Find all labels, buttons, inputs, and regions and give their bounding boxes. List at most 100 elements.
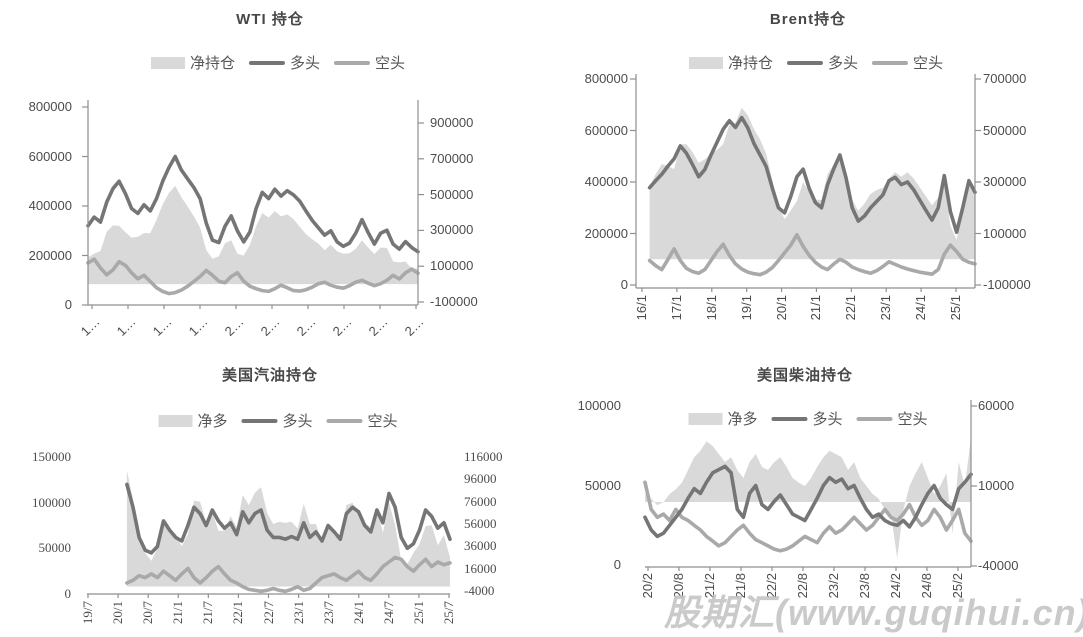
diesel-legend-long: 多头: [771, 408, 843, 429]
gasoline-x-axis-tick: 24/1: [350, 601, 366, 625]
long-line-swatch-icon: [248, 60, 285, 65]
gasoline-left-axis-tick: 50000: [38, 540, 72, 556]
gasoline-legend-net: 净多: [158, 410, 227, 431]
diesel-legend: 净多 多头 空头: [688, 408, 928, 429]
long-line-swatch-icon: [786, 60, 823, 65]
gasoline-x-axis-tick: 22/7: [260, 601, 276, 625]
wti-short-line: [86, 257, 420, 296]
brent-right-axis-tick: 100000: [983, 225, 1027, 241]
brent-left-axis-tick: 200000: [584, 225, 628, 241]
wti-legend-long: 多头: [248, 52, 321, 73]
diesel-legend-short-label: 空头: [897, 411, 928, 428]
gasoline-right-axis-tick: 36000: [464, 538, 497, 554]
brent-x-axis-tick: 24/1: [913, 295, 929, 321]
gasoline-right-axis-tick: 96000: [464, 471, 497, 487]
wti-left-axis-tick: 400000: [28, 198, 72, 213]
diesel-left-axis-tick: 0: [613, 557, 621, 572]
brent-legend-long: 多头: [786, 52, 858, 73]
gasoline-x-axis-tick: 21/1: [170, 601, 186, 625]
gasoline-right-axis-tick: -4000: [464, 583, 495, 598]
diesel-legend-short: 空头: [856, 408, 928, 429]
diesel-right-axis-tick: -40000: [978, 558, 1019, 573]
short-line-swatch-icon: [326, 418, 363, 423]
brent-legend-short: 空头: [872, 52, 943, 73]
gasoline-right-axis-tick: 76000: [464, 493, 497, 509]
brent-chart-title: Brent持仓: [769, 11, 847, 28]
wti-left-axis-tick: 200000: [28, 247, 72, 263]
brent-x-axis-tick: 18/1: [703, 295, 719, 321]
wti-right-axis-tick: 700000: [430, 150, 474, 166]
brent-x-axis-tick: 23/1: [878, 295, 894, 321]
diesel-x-axis-tick: 22/8: [795, 573, 810, 599]
wti-legend-net-label: 净持仓: [189, 55, 235, 72]
diesel-legend-net-label: 净多: [727, 411, 758, 428]
diesel-right-axis-tick: 60000: [978, 398, 1015, 413]
brent-legend-net-label: 净持仓: [727, 55, 773, 72]
gasoline-x-axis-tick: 21/7: [200, 601, 216, 625]
wti-right-axis-tick: 500000: [430, 186, 474, 202]
wti-legend-net: 净持仓: [150, 52, 235, 73]
wti-left-axis-tick: 800000: [28, 99, 72, 114]
brent-right-axis-tick: 700000: [983, 71, 1027, 86]
wti-right-axis-tick: 100000: [430, 258, 474, 274]
gasoline-x-axis-tick: 22/1: [230, 601, 246, 625]
brent-right-axis-tick: -100000: [983, 277, 1031, 292]
diesel-chart-title: 美国柴油持仓: [756, 367, 854, 384]
gasoline-short-line: [125, 555, 452, 594]
brent-right-axis-tick: 500000: [983, 122, 1027, 138]
wti-chart-title: WTI 持仓: [236, 11, 304, 28]
short-line-swatch-icon: [872, 60, 909, 65]
gasoline-x-axis-tick: 25/1: [410, 601, 426, 625]
gasoline-x-axis-tick: 23/1: [290, 601, 306, 625]
gasoline-x-axis-tick: 23/7: [320, 601, 336, 625]
diesel-x-axis-tick: 25/2: [950, 573, 965, 599]
wti-legend-long-label: 多头: [289, 55, 321, 72]
diesel-x-axis-tick: 23/8: [857, 573, 872, 599]
brent-left-axis-tick: 400000: [584, 174, 628, 189]
brent-right-axis-tick: 300000: [983, 174, 1027, 189]
wti-right-axis-tick: -100000: [430, 294, 478, 309]
wti-right-axis-tick: 300000: [430, 222, 474, 238]
gasoline-legend: 净多 多头 空头: [158, 410, 398, 431]
brent-net-area: [649, 107, 975, 260]
short-line-swatch-icon: [856, 416, 893, 421]
wti-right-axis-tick: 900000: [430, 115, 474, 130]
brent-x-axis-tick: 16/1: [634, 295, 649, 321]
net-area-swatch-icon: [688, 56, 723, 69]
gasoline-right-axis-tick: 116000: [464, 449, 503, 464]
gasoline-legend-long: 多头: [241, 410, 313, 431]
wti-long-line: [86, 154, 420, 254]
gasoline-legend-long-label: 多头: [282, 413, 313, 430]
brent-x-axis-tick: 20/1: [773, 295, 789, 321]
diesel-legend-net: 净多: [688, 408, 757, 429]
brent-long-line: [647, 115, 977, 234]
gasoline-legend-net-label: 净多: [197, 413, 228, 430]
diesel-x-axis-tick: 22/2: [764, 573, 779, 599]
wti-legend: 净持仓 多头 空头: [150, 52, 405, 73]
gasoline-long-line: [125, 482, 452, 555]
short-line-swatch-icon: [334, 60, 371, 65]
wti-left-axis-tick: 0: [64, 297, 72, 312]
diesel-long-line: [643, 464, 973, 539]
gasoline-x-axis-tick: 20/1: [110, 601, 126, 625]
brent-left-axis-tick: 0: [620, 277, 628, 292]
wti-left-axis-tick: 600000: [28, 148, 72, 164]
brent-short-line: [647, 233, 977, 277]
gasoline-x-axis-tick: 19/7: [80, 601, 95, 625]
brent-x-axis-tick: 19/1: [738, 295, 754, 321]
brent-x-axis-tick: 25/1: [948, 295, 963, 321]
gasoline-chart-title: 美国汽油持仓: [221, 367, 319, 384]
gasoline-right-axis-tick: 56000: [464, 516, 497, 531]
gasoline-legend-short: 空头: [326, 410, 398, 431]
diesel-left-axis-tick: 50000: [584, 477, 621, 493]
wti-legend-short: 空头: [334, 52, 405, 73]
brent-x-axis-tick: 21/1: [808, 295, 824, 321]
brent-left-axis-tick: 600000: [584, 122, 628, 138]
brent-left-axis-tick: 800000: [584, 71, 628, 86]
gasoline-left-axis-tick: 100000: [32, 494, 71, 510]
wti-net-area: [88, 185, 418, 285]
brent-legend-net: 净持仓: [688, 52, 773, 73]
gasoline-legend-short-label: 空头: [367, 413, 398, 430]
